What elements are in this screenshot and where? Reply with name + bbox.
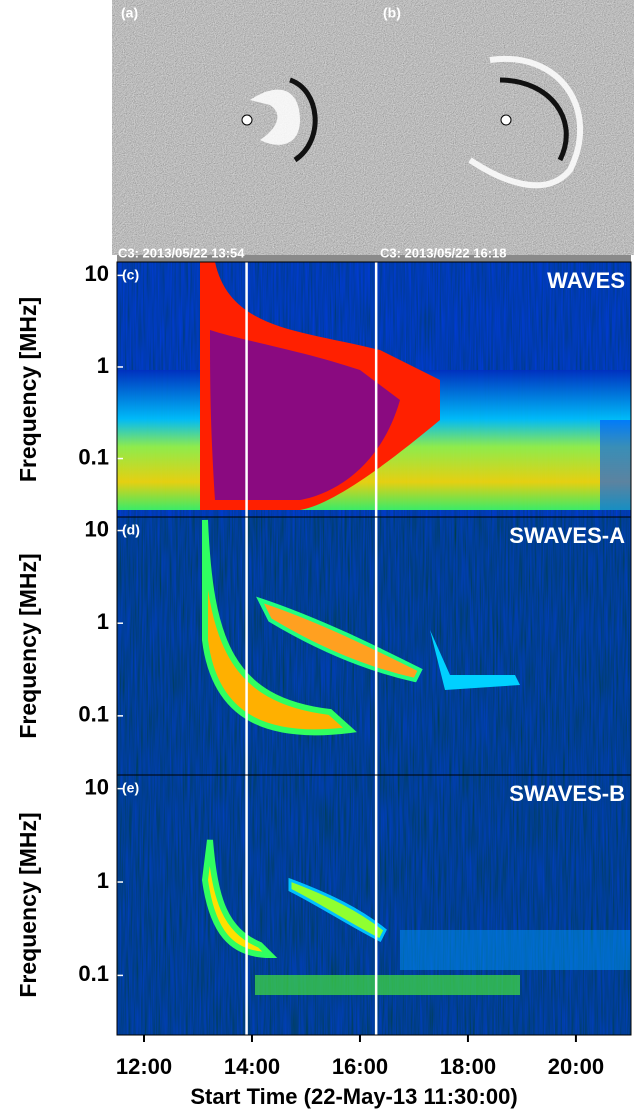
- panel-title: SWAVES-B: [509, 781, 625, 806]
- y-tick-label: 1: [97, 353, 109, 378]
- y-tick-label: 1: [97, 868, 109, 893]
- image-label: (b): [383, 5, 401, 21]
- burst-core: [210, 330, 400, 500]
- y-tick-label: 0.1: [78, 702, 109, 727]
- x-tick-label: 14:00: [224, 1054, 280, 1079]
- x-tick-label: 18:00: [440, 1054, 496, 1079]
- cme-edge: [288, 77, 318, 163]
- occulter: [500, 114, 512, 126]
- y-tick-label: 10: [85, 516, 109, 541]
- coronagraph-disk: [112, 0, 382, 255]
- spectrum-patch: [600, 420, 631, 510]
- panel-label: (d): [122, 522, 140, 538]
- coronagraph-disk: [371, 0, 634, 255]
- spectrum-band: [255, 975, 520, 995]
- y-tick-label: 0.1: [78, 961, 109, 986]
- x-tick-label: 16:00: [332, 1054, 388, 1079]
- spectrum-e: [117, 775, 631, 1035]
- axes: 10 1 0.1 (c) WAVES Frequency [MHz] 10 1 0.1 (d) SW…: [15, 261, 632, 1109]
- burst: [256, 596, 423, 683]
- plot-frame: [116, 774, 632, 1036]
- y-tick-label: 10: [85, 261, 109, 286]
- y-axis-label: Frequency [MHz]: [15, 297, 41, 482]
- cme-front: [250, 89, 300, 145]
- burst: [201, 839, 278, 959]
- coronagraph-images: (a) (b) C3: 2013/05/22 13:54 C3: 2013/05…: [112, 0, 634, 262]
- x-tick-label: 12:00: [116, 1054, 172, 1079]
- spectrum-c: [117, 262, 631, 517]
- image-label: (a): [121, 5, 138, 21]
- panel-label: (c): [122, 267, 139, 283]
- panel-label: (e): [122, 780, 139, 796]
- spectrum-noise: [117, 775, 631, 1035]
- y-tick-label: 1: [97, 609, 109, 634]
- cme-front: [468, 55, 583, 189]
- panel-title: WAVES: [547, 268, 625, 293]
- panel-title: SWAVES-A: [509, 523, 625, 548]
- y-axis-label: Frequency [MHz]: [15, 553, 41, 738]
- x-tick-label: 20:00: [548, 1054, 604, 1079]
- burst: [202, 519, 357, 736]
- y-tick-label: 0.1: [78, 444, 109, 469]
- image-caption: C3: 2013/05/22 13:54: [118, 245, 245, 260]
- y-axis-label: Frequency [MHz]: [15, 812, 41, 997]
- occulter: [241, 114, 253, 126]
- image-caption: C3: 2013/05/22 16:18: [380, 245, 506, 260]
- spectrum-band: [400, 930, 631, 970]
- burst: [288, 877, 387, 943]
- cme-edge: [499, 77, 569, 162]
- y-tick-label: 10: [85, 774, 109, 799]
- spectrum-d: [117, 517, 631, 775]
- burst: [430, 630, 520, 690]
- x-axis-label: Start Time (22-May-13 11:30:00): [190, 1084, 517, 1109]
